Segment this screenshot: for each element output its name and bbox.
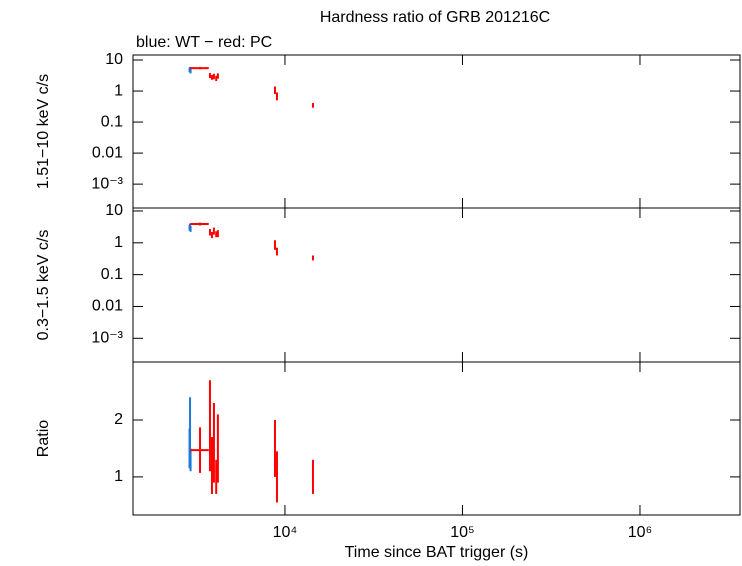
y-tick-label: 10: [105, 51, 123, 68]
y-tick-label: 2: [114, 411, 123, 428]
y-tick-label: 0.1: [101, 113, 123, 130]
x-tick-label: 10⁴: [273, 524, 298, 541]
y-tick-label: 0.01: [92, 144, 123, 161]
y-tick-label: 1: [114, 468, 123, 485]
y-tick-label: 1: [114, 234, 123, 251]
plot-frame: [132, 361, 741, 516]
y-axis-label: Ratio: [35, 420, 52, 457]
chart-title: Hardness ratio of GRB 201216C: [320, 9, 550, 26]
y-axis-label: 1.51−10 keV c/s: [35, 74, 52, 189]
x-tick-label: 10⁵: [450, 524, 474, 541]
chart-subtitle: blue: WT − red: PC: [136, 34, 272, 51]
plot-frame: [132, 207, 741, 363]
y-tick-label: 0.1: [101, 266, 123, 283]
y-tick-label: 10⁻³: [91, 175, 123, 192]
y-tick-label: 1: [114, 82, 123, 99]
y-tick-label: 10: [105, 202, 123, 219]
y-tick-label: 10⁻³: [91, 330, 123, 347]
x-axis-label: Time since BAT trigger (s): [345, 544, 529, 561]
y-tick-label: 0.01: [92, 298, 123, 315]
y-axis-label: 0.3−1.5 keV c/s: [35, 230, 52, 341]
plot-frame: [132, 54, 741, 209]
x-tick-label: 10⁶: [628, 524, 652, 541]
